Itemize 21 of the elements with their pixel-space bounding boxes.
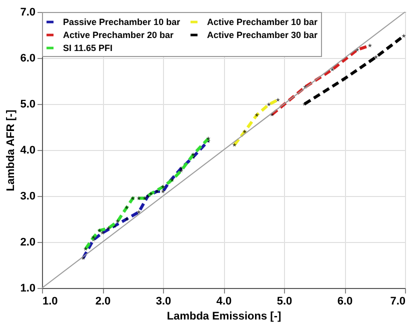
y-tick-label: 7.0	[20, 6, 36, 18]
y-tick-label: 3.0	[20, 190, 36, 202]
y-tick-label: 6.0	[20, 52, 36, 64]
x-tick-label: 6.0	[337, 296, 353, 308]
y-tick-label: 4.0	[20, 144, 36, 156]
legend-label: Active Prechamber 10 bar	[207, 17, 318, 27]
legend-label: SI 11.65 PFI	[63, 43, 113, 53]
legend-label: Passive Prechamber 10 bar	[63, 17, 181, 27]
x-tick-label: 4.0	[216, 296, 232, 308]
legend-label: Active Prechamber 20 bar	[63, 30, 174, 40]
x-tick-label: 1.0	[42, 296, 58, 308]
x-axis-title: Lambda Emissions [-]	[166, 310, 282, 322]
x-tick-label: 3.0	[156, 296, 172, 308]
legend-label: Active Prechamber 30 bar	[207, 30, 318, 40]
x-tick-label: 7.0	[390, 296, 406, 308]
x-tick-label: 2.0	[95, 296, 111, 308]
y-tick-label: 2.0	[20, 236, 36, 248]
y-tick-label: 5.0	[20, 98, 36, 110]
y-axis-title: Lambda AFR [-]	[5, 109, 18, 192]
y-tick-label: 1.0	[20, 282, 36, 294]
x-tick-label: 5.0	[276, 296, 292, 308]
